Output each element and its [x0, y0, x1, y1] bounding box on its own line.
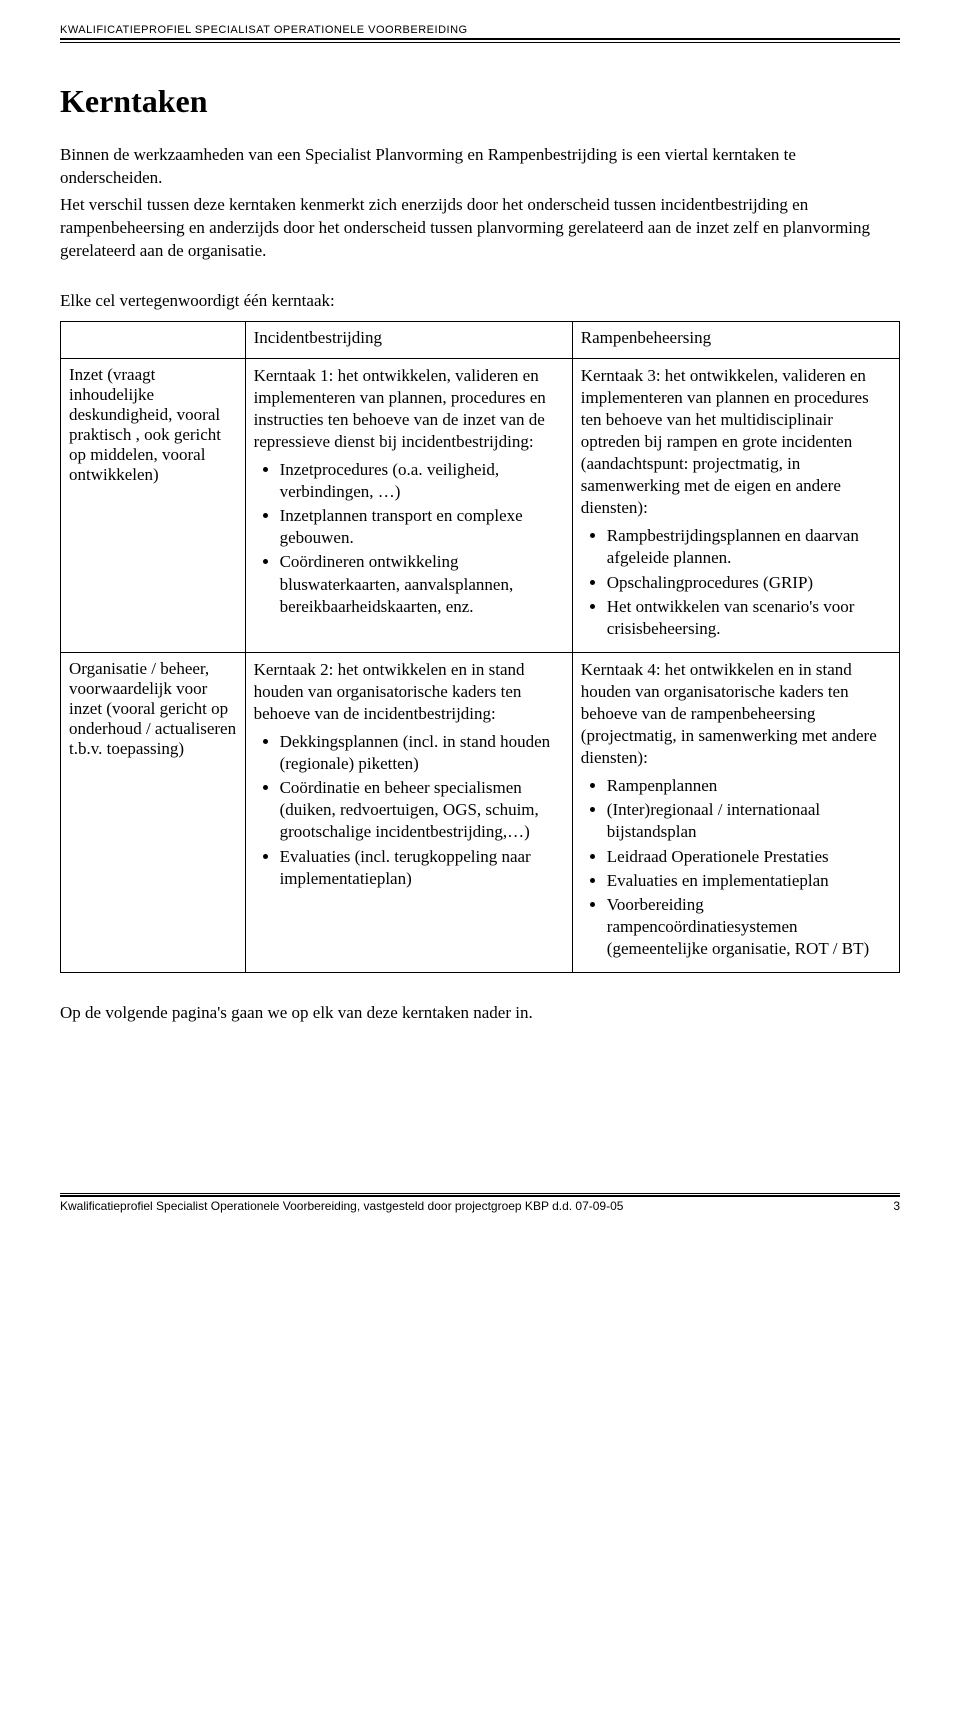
intro-paragraph-1: Binnen de werkzaamheden van een Speciali…	[60, 144, 900, 190]
list-item: Evaluaties en implementatieplan	[607, 870, 891, 892]
footer-left-text: Kwalificatieprofiel Specialist Operation…	[60, 1199, 623, 1213]
document-header: KWALIFICATIEPROFIEL SPECIALISAT OPERATIO…	[60, 24, 900, 40]
row2-label: Organisatie / beheer, voorwaardelijk voo…	[61, 652, 246, 972]
list-item: Inzetplannen transport en complexe gebou…	[280, 505, 564, 549]
list-item: Het ontwikkelen van scenario's voor cris…	[607, 596, 891, 640]
list-item: Opschalingprocedures (GRIP)	[607, 572, 891, 594]
list-item: (Inter)regionaal / internationaal bijsta…	[607, 799, 891, 843]
row1-label: Inzet (vraagt inhoudelijke deskundigheid…	[61, 358, 246, 652]
table-row: Organisatie / beheer, voorwaardelijk voo…	[61, 652, 900, 972]
page-number: 3	[893, 1199, 900, 1213]
header-cell-rampen: Rampenbeheersing	[572, 321, 899, 358]
row2-incident-cell: Kerntaak 2: het ontwikkelen en in stand …	[245, 652, 572, 972]
list-item: Rampbestrijdingsplannen en daarvan afgel…	[607, 525, 891, 569]
list-item: Voorbereiding rampencoördinatiesystemen …	[607, 894, 891, 960]
intro-block: Binnen de werkzaamheden van een Speciali…	[60, 144, 900, 263]
kerntaak1-lead: Kerntaak 1: het ontwikkelen, valideren e…	[254, 365, 564, 453]
page-footer: Kwalificatieprofiel Specialist Operation…	[60, 1193, 900, 1213]
row2-rampen-cell: Kerntaak 4: het ontwikkelen en in stand …	[572, 652, 899, 972]
row1-rampen-cell: Kerntaak 3: het ontwikkelen, valideren e…	[572, 358, 899, 652]
page-title: Kerntaken	[60, 83, 900, 120]
intro-paragraph-2: Het verschil tussen deze kerntaken kenme…	[60, 194, 900, 263]
table-row: Inzet (vraagt inhoudelijke deskundigheid…	[61, 358, 900, 652]
kerntaak4-lead: Kerntaak 4: het ontwikkelen en in stand …	[581, 659, 891, 769]
list-item: Inzetprocedures (o.a. veiligheid, verbin…	[280, 459, 564, 503]
table-header-row: Incidentbestrijding Rampenbeheersing	[61, 321, 900, 358]
list-item: Leidraad Operationele Prestaties	[607, 846, 891, 868]
list-item: Dekkingsplannen (incl. in stand houden (…	[280, 731, 564, 775]
header-rule	[60, 42, 900, 43]
header-cell-incident: Incidentbestrijding	[245, 321, 572, 358]
kerntaak1-list: Inzetprocedures (o.a. veiligheid, verbin…	[254, 459, 564, 618]
table-caption: Elke cel vertegenwoordigt één kerntaak:	[60, 291, 900, 311]
kerntaak4-list: Rampenplannen(Inter)regionaal / internat…	[581, 775, 891, 960]
kerntaak3-lead: Kerntaak 3: het ontwikkelen, valideren e…	[581, 365, 891, 520]
list-item: Coördineren ontwikkeling bluswaterkaarte…	[280, 551, 564, 617]
list-item: Coördinatie en beheer specialismen (duik…	[280, 777, 564, 843]
kerntaken-table: Incidentbestrijding Rampenbeheersing Inz…	[60, 321, 900, 973]
list-item: Rampenplannen	[607, 775, 891, 797]
list-item: Evaluaties (incl. terugkoppeling naar im…	[280, 846, 564, 890]
kerntaak2-lead: Kerntaak 2: het ontwikkelen en in stand …	[254, 659, 564, 725]
kerntaak2-list: Dekkingsplannen (incl. in stand houden (…	[254, 731, 564, 890]
kerntaak3-list: Rampbestrijdingsplannen en daarvan afgel…	[581, 525, 891, 639]
row1-incident-cell: Kerntaak 1: het ontwikkelen, valideren e…	[245, 358, 572, 652]
header-cell-empty	[61, 321, 246, 358]
closing-paragraph: Op de volgende pagina's gaan we op elk v…	[60, 1003, 900, 1023]
